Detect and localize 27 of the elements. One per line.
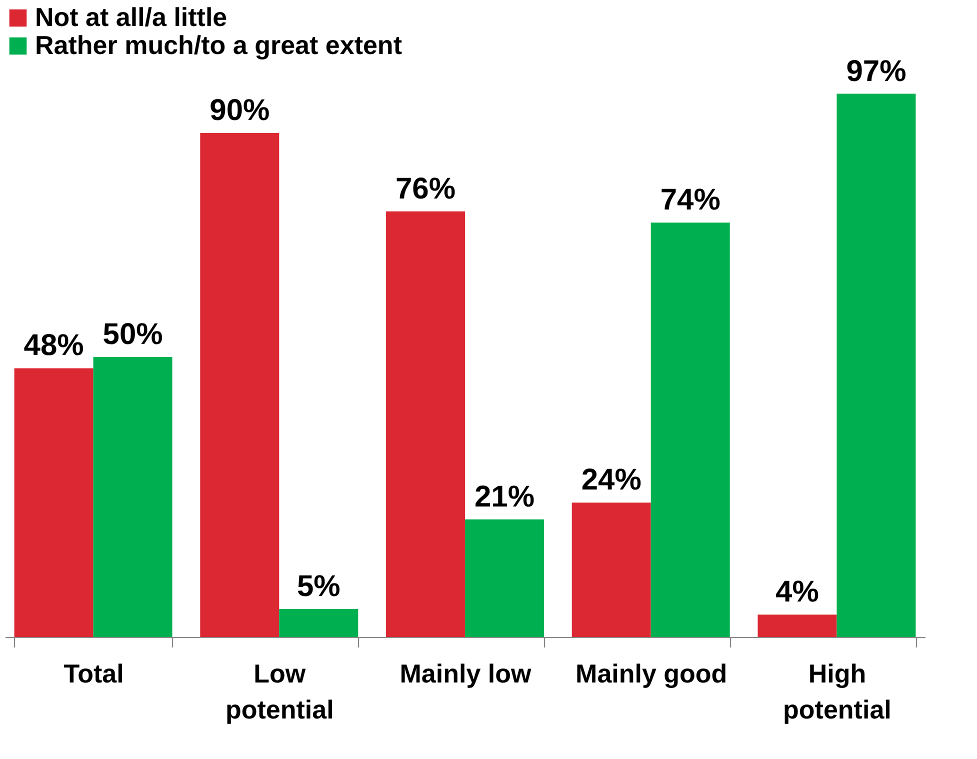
bar	[279, 609, 358, 637]
bar	[93, 357, 172, 637]
legend-label: Rather much/to a great extent	[35, 30, 402, 60]
data-label: 4%	[776, 576, 819, 609]
data-label: 21%	[474, 480, 535, 514]
data-label: 48%	[24, 329, 84, 362]
data-label: 5%	[296, 570, 340, 603]
x-tick-label: High potential	[783, 658, 892, 724]
x-tick-label: Mainly low	[400, 658, 532, 688]
x-tick-label: Mainly good	[576, 658, 728, 688]
bar	[836, 94, 916, 637]
data-label: 50%	[102, 318, 163, 351]
bar	[200, 133, 280, 637]
data-label: 76%	[395, 172, 456, 206]
legend-label: Not at all/a little	[35, 2, 228, 32]
bar	[465, 519, 544, 637]
bar	[14, 368, 94, 637]
bar	[758, 614, 837, 637]
x-tick-label: Low potential	[225, 658, 334, 724]
bar	[572, 502, 651, 637]
x-tick-label: Total	[64, 658, 124, 688]
data-label: 90%	[210, 94, 270, 127]
data-label: 24%	[581, 464, 642, 497]
data-label: 74%	[660, 184, 720, 217]
data-label: 97%	[846, 54, 906, 88]
bar	[386, 211, 465, 637]
bar	[650, 222, 730, 637]
